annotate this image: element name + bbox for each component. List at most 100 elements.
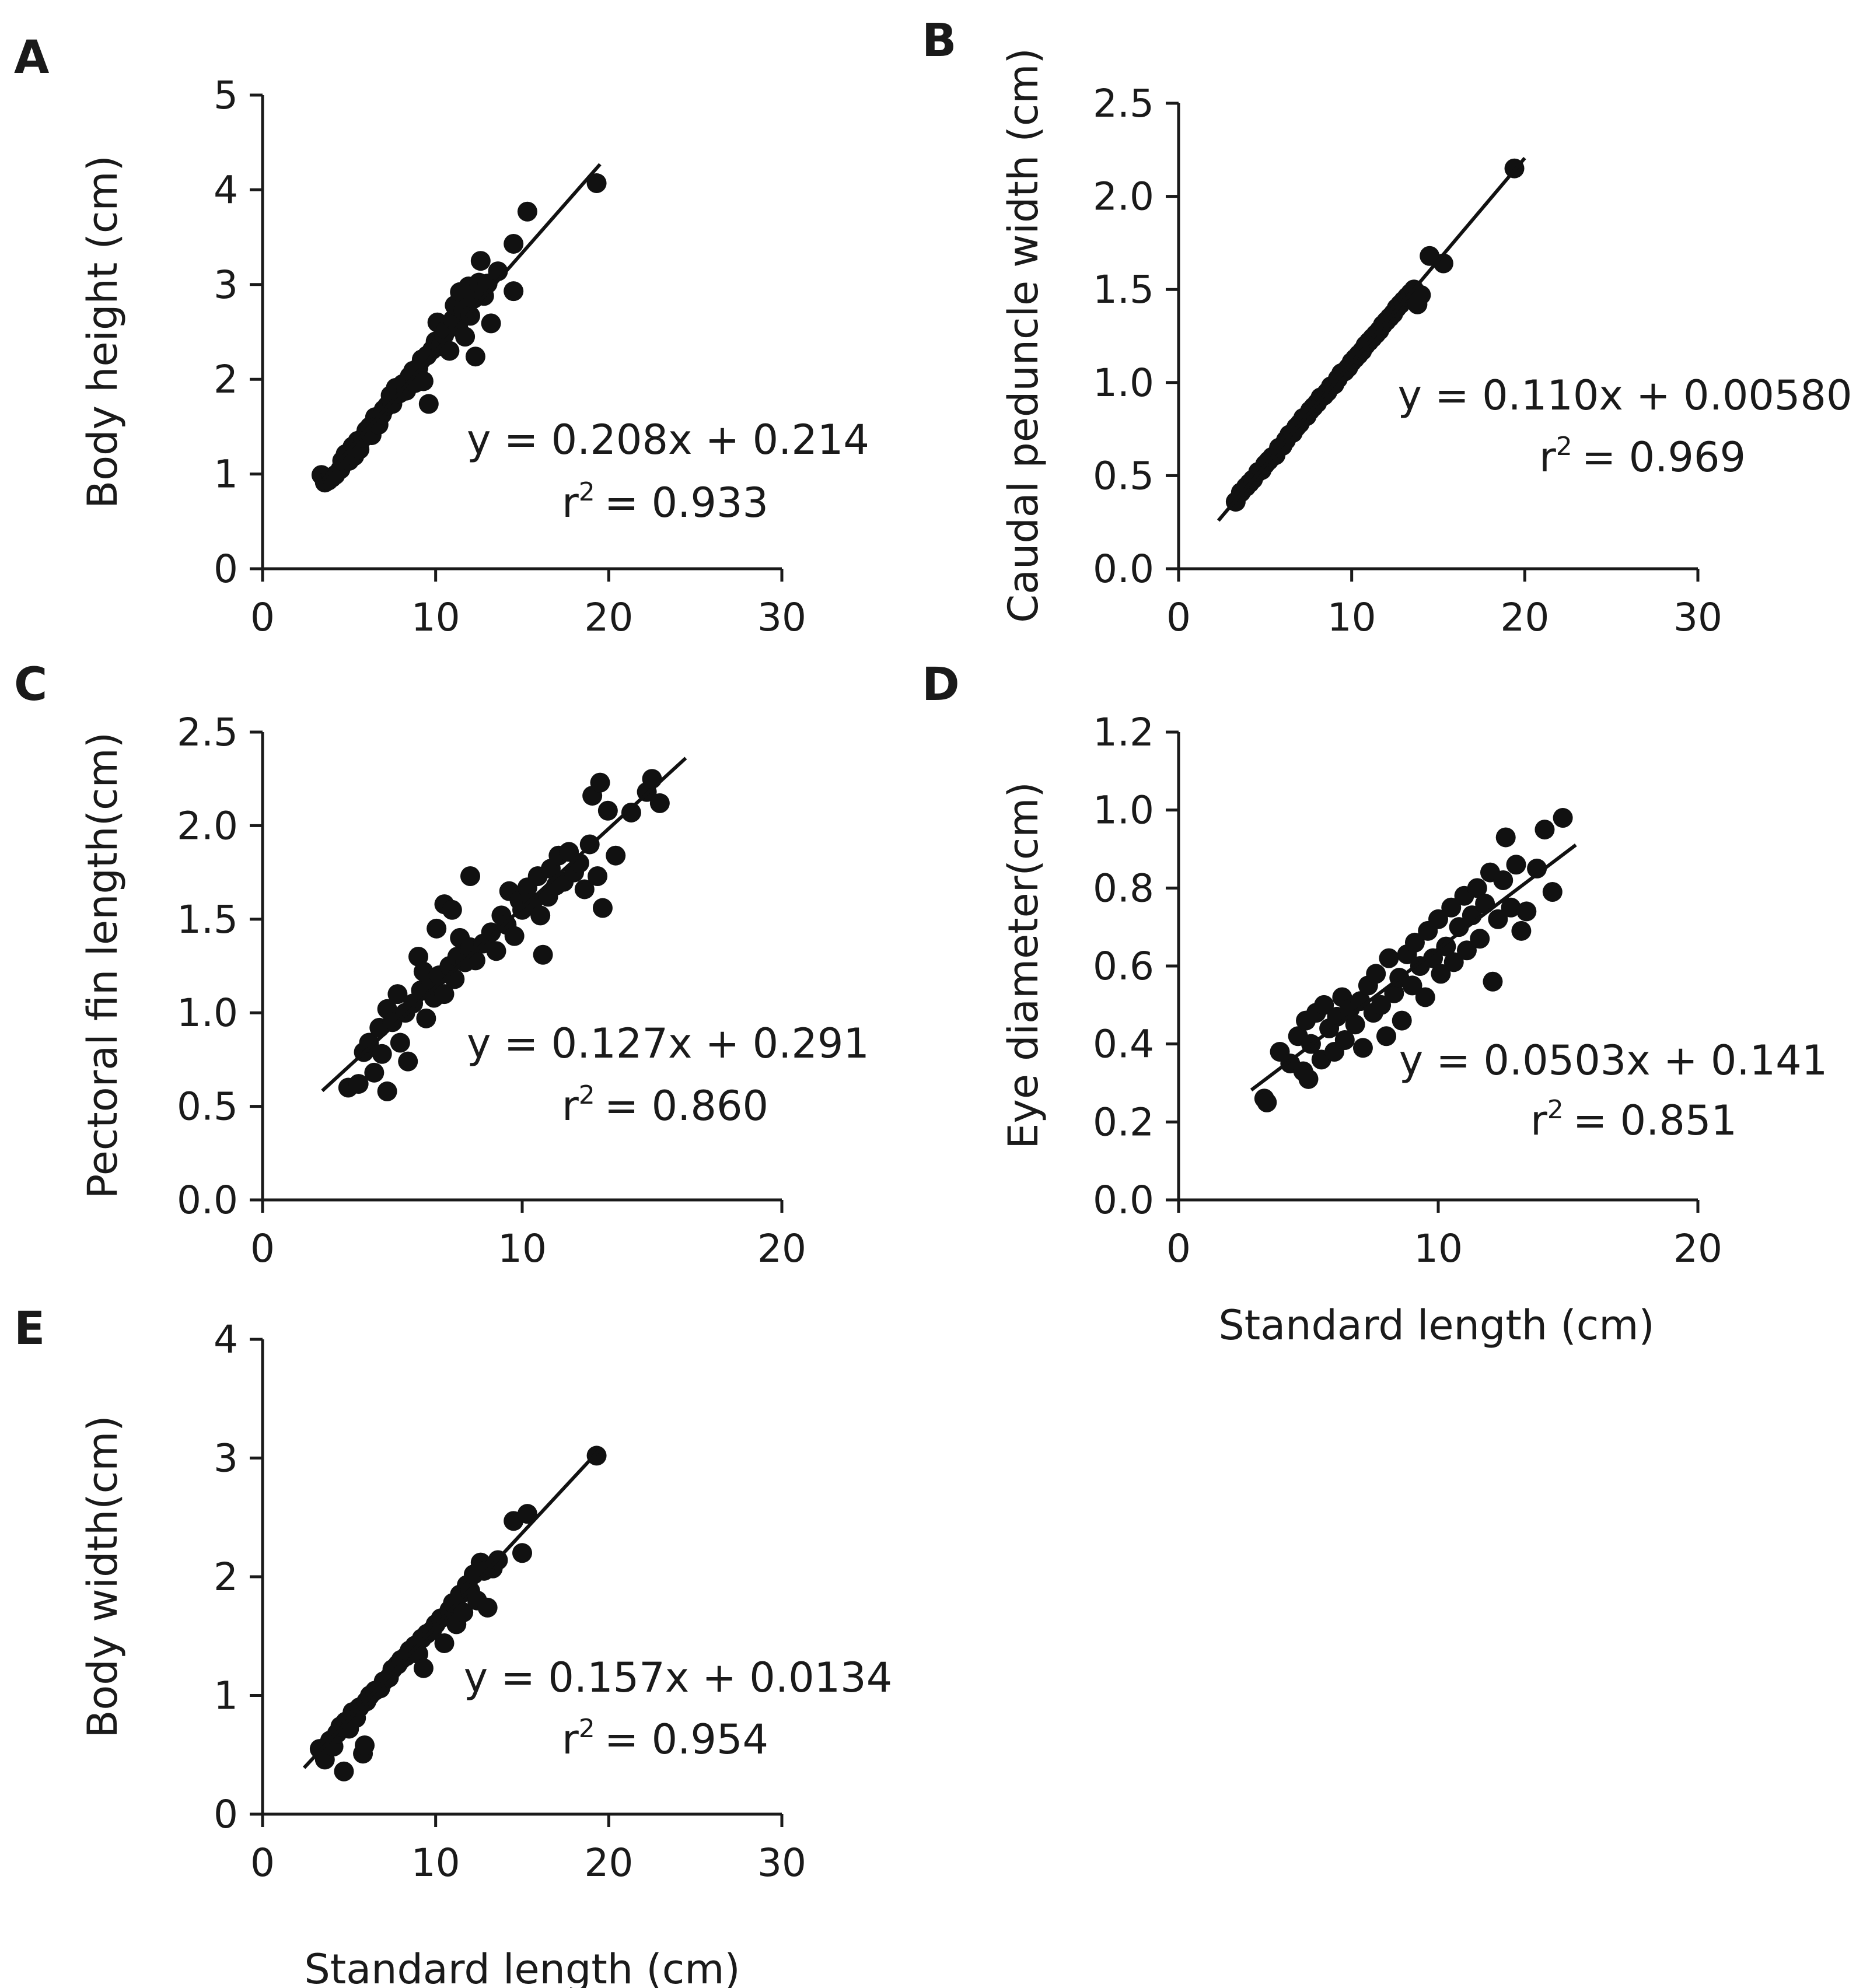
y-tick-label: 3 xyxy=(214,1436,238,1481)
data-point xyxy=(364,1062,385,1083)
data-point xyxy=(1443,952,1464,972)
data-point xyxy=(1404,932,1425,953)
panel-letter: C xyxy=(14,659,47,711)
data-point xyxy=(434,984,455,1005)
y-tick-label: 1.0 xyxy=(1093,360,1154,405)
y-tick-label: 0.4 xyxy=(1093,1022,1154,1067)
y-tick-label: 2 xyxy=(214,1555,238,1600)
panel-b: B 0.0 0.5 1.0 1.5 2.0 2.5 0 10 20 30 Caudal peduncl… xyxy=(922,15,1852,640)
y-tick-label: 2 xyxy=(214,357,238,402)
data-point xyxy=(592,898,613,918)
data-point xyxy=(481,313,501,334)
r-squared-annotation: r2 = 0.969 xyxy=(1539,432,1746,481)
y-tick-label: 1.5 xyxy=(177,897,238,942)
data-point xyxy=(1436,936,1456,957)
y-axis-title: Body width(cm) xyxy=(79,1415,127,1738)
data-point xyxy=(512,1543,532,1563)
data-point xyxy=(334,1761,354,1782)
x-tick-label: 0 xyxy=(250,1840,275,1885)
data-point xyxy=(1488,909,1508,929)
y-tick-label: 0.0 xyxy=(177,1178,238,1223)
x-tick-label: 30 xyxy=(757,595,806,640)
data-point xyxy=(390,1032,410,1053)
y-tick-label: 5 xyxy=(214,73,238,118)
data-point xyxy=(1402,975,1422,996)
x-tick-label: 30 xyxy=(1673,595,1722,640)
r-squared-value: = 0.933 xyxy=(604,479,768,527)
y-tick-label: 0.5 xyxy=(177,1084,238,1129)
data-point xyxy=(1449,917,1469,937)
data-point xyxy=(377,1081,397,1101)
shared-x-axis-title: Standard length (cm) xyxy=(1218,1301,1654,1349)
y-tick-label: 0.2 xyxy=(1093,1100,1154,1144)
data-point xyxy=(621,802,641,822)
data-point xyxy=(455,327,476,347)
x-tick-label: 20 xyxy=(757,1226,806,1271)
r-squared-value: = 0.851 xyxy=(1573,1097,1737,1144)
data-point xyxy=(1493,870,1514,890)
data-point xyxy=(486,941,506,961)
r-squared-annotation: r2 = 0.851 xyxy=(1530,1095,1737,1144)
data-point xyxy=(1467,878,1487,898)
r-squared-exponent: 2 xyxy=(579,1080,595,1110)
panel-letter: D xyxy=(922,659,960,711)
panel-letter: A xyxy=(14,32,49,84)
x-tick-label: 10 xyxy=(411,1840,460,1885)
y-tick-label: 2.0 xyxy=(1093,174,1154,219)
data-point xyxy=(642,769,662,789)
y-tick-label: 4 xyxy=(214,1317,238,1362)
y-tick-label: 2.5 xyxy=(1093,81,1154,126)
data-point xyxy=(439,341,460,361)
data-point xyxy=(1506,855,1526,875)
data-point xyxy=(387,984,408,1005)
data-point xyxy=(481,922,501,943)
regression-equation: y = 0.127x + 0.291 xyxy=(467,1020,869,1068)
y-tick-label: 2.0 xyxy=(177,803,238,848)
r-squared-value: = 0.954 xyxy=(604,1716,768,1763)
r-squared-annotation: r2 = 0.954 xyxy=(562,1714,768,1763)
y-tick-label: 1.0 xyxy=(177,991,238,1035)
r-squared-symbol: r xyxy=(562,1082,579,1130)
y-tick-label: 1.2 xyxy=(1093,710,1154,755)
data-point xyxy=(1334,1030,1355,1050)
x-tick-label: 10 xyxy=(1414,1226,1463,1271)
regression-line xyxy=(1217,156,1526,522)
data-point xyxy=(348,1074,369,1094)
data-point xyxy=(413,1658,434,1678)
r-squared-exponent: 2 xyxy=(579,477,595,507)
panel-d: D 0.0 0.2 0.4 0.6 0.8 1.0 1.2 0 10 20 Eye diameter(… xyxy=(922,659,1827,1271)
data-point xyxy=(1501,897,1521,918)
data-point xyxy=(1428,909,1448,929)
data-point xyxy=(1431,964,1451,984)
data-point xyxy=(517,201,537,222)
data-point xyxy=(460,866,480,887)
data-point xyxy=(434,1633,455,1653)
r-squared-symbol: r xyxy=(1530,1097,1547,1144)
regression-equation: y = 0.157x + 0.0134 xyxy=(464,1654,893,1702)
data-point xyxy=(355,1735,375,1755)
data-point xyxy=(1516,901,1537,922)
data-point xyxy=(359,1032,379,1053)
data-point xyxy=(453,1602,474,1623)
regression-line xyxy=(1250,844,1577,1092)
data-point xyxy=(590,772,610,793)
y-tick-label: 0.8 xyxy=(1093,866,1154,911)
data-point xyxy=(465,346,485,367)
data-point xyxy=(1483,971,1503,992)
data-point xyxy=(1495,827,1516,848)
panel-letter: E xyxy=(14,1303,45,1355)
regression-equation: y = 0.208x + 0.214 xyxy=(467,416,869,464)
panel-e: E 0 1 2 3 4 0 10 20 30 Body width(cm) Standard leng… xyxy=(14,1303,892,1988)
y-tick-label: 2.5 xyxy=(177,710,238,755)
data-point xyxy=(1371,995,1392,1015)
r-squared-annotation: r2 = 0.860 xyxy=(562,1080,768,1130)
y-tick-label: 0.0 xyxy=(1093,547,1154,592)
data-point xyxy=(1511,921,1532,941)
data-point xyxy=(477,1597,498,1618)
x-tick-label: 30 xyxy=(757,1840,806,1885)
y-tick-label: 0 xyxy=(214,547,238,592)
r-squared-value: = 0.969 xyxy=(1582,433,1746,481)
r-squared-exponent: 2 xyxy=(1547,1095,1564,1125)
data-point xyxy=(504,233,524,254)
